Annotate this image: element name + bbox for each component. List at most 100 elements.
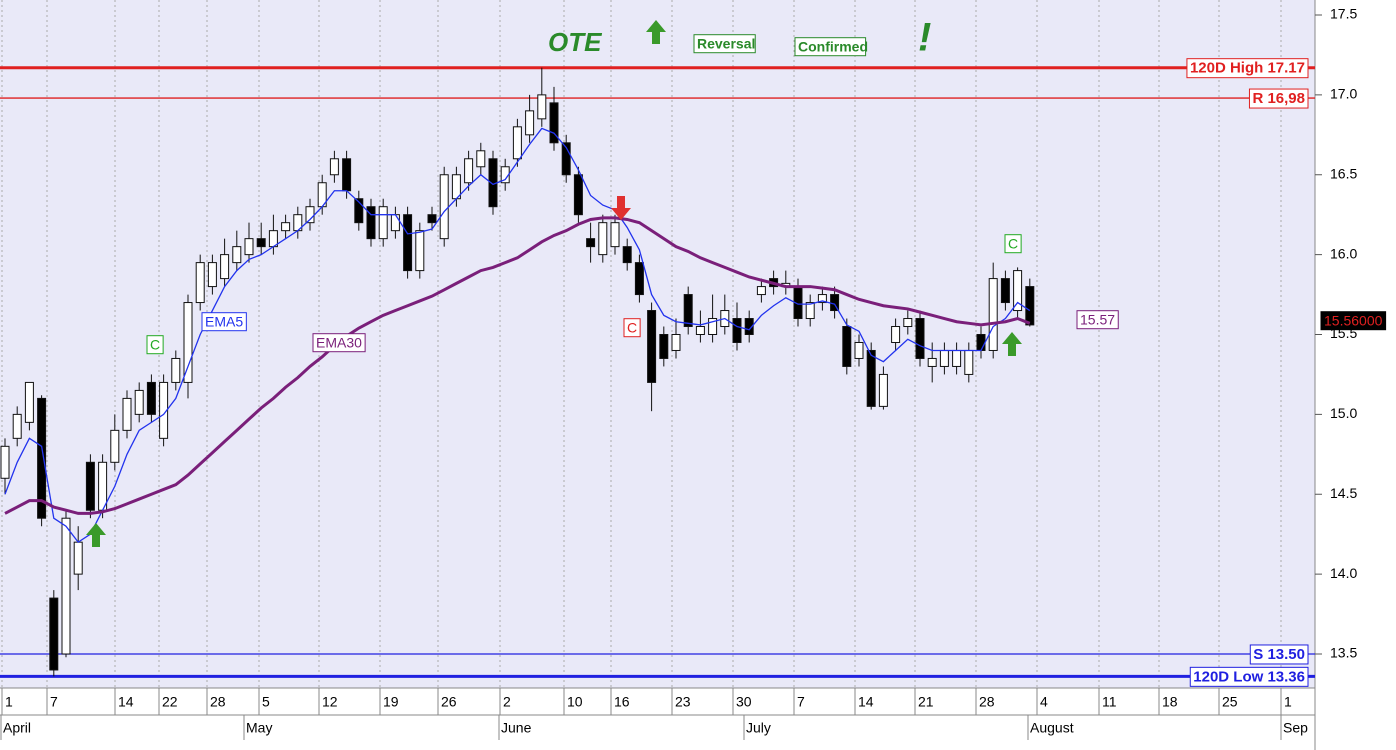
annotation-box-text: Confirmed [798, 39, 868, 55]
signal-marker-box [623, 318, 641, 338]
candle-body [586, 238, 596, 248]
annotation-box-text: Reversal [697, 36, 755, 52]
candle-body [573, 174, 583, 216]
candle-body [464, 158, 474, 184]
annotation: OTE [548, 27, 602, 57]
candle-body [964, 349, 974, 375]
x-tick-label: 12 [322, 694, 338, 710]
candle-body [281, 222, 291, 232]
x-tick-label: 11 [1102, 694, 1117, 710]
level-label-text: S 13.50 [1253, 646, 1305, 663]
x-tick-label: 2 [503, 694, 511, 710]
month-label: August [1030, 720, 1074, 736]
level-label: S 13.50 [1249, 644, 1309, 665]
candle-body [866, 349, 876, 407]
candle-body [683, 294, 693, 328]
candle-body [659, 334, 669, 359]
ema5-label-box [201, 312, 247, 332]
ema30-value-label-text: 15.57 [1080, 312, 1115, 328]
x-tick-label: 1 [1284, 694, 1292, 710]
candle-body [427, 214, 437, 224]
candle-body [561, 142, 571, 176]
x-tick-label: 10 [567, 694, 583, 710]
x-tick-label: 5 [262, 694, 270, 710]
level-label-box [1248, 88, 1309, 109]
candle-body [146, 381, 156, 415]
month-label: Sep [1283, 720, 1308, 736]
month-label: July [746, 720, 771, 736]
level-label-text: 120D High 17.17 [1190, 60, 1305, 77]
ema-line [4, 127, 1031, 544]
candle-body [817, 294, 827, 304]
candle-body [525, 110, 535, 136]
ema30-label: EMA30 [312, 333, 366, 353]
candle-body [1025, 286, 1035, 326]
x-tick-label: 28 [979, 694, 995, 710]
candle-body [354, 198, 364, 224]
level-label: R 16,98 [1248, 88, 1309, 109]
last-price-label-text: 15.56000 [1324, 313, 1383, 329]
x-tick-label: 25 [1222, 694, 1238, 710]
ema30-label-box [312, 333, 366, 353]
candle-body [549, 102, 559, 144]
candle-body [476, 150, 486, 168]
candle-body [171, 357, 181, 383]
x-tick-label: 28 [210, 694, 226, 710]
y-tick-label: 13.5 [1330, 645, 1357, 661]
x-tick-label: 1 [5, 694, 13, 710]
candle-body [988, 278, 998, 351]
candle-body [512, 126, 522, 160]
level-label-box [1186, 58, 1309, 79]
month-label: June [501, 720, 532, 736]
candle-body [622, 246, 632, 264]
candle-body [195, 262, 205, 304]
candle-body [976, 334, 986, 351]
candle-body [366, 206, 376, 240]
down-arrow [611, 196, 631, 220]
signal-marker-text: C [1008, 236, 1018, 252]
y-tick-label: 16.0 [1330, 245, 1357, 261]
candle-body [939, 349, 949, 367]
x-tick-label: 16 [614, 694, 630, 710]
candle-body [537, 94, 547, 120]
candle-body [329, 158, 339, 176]
plot-background [0, 0, 1315, 688]
x-tick-label: 21 [918, 694, 934, 710]
candle-body [744, 318, 754, 335]
candle-body [439, 174, 449, 240]
level-label-text: 120D Low 13.36 [1193, 668, 1305, 685]
y-tick-label: 17.5 [1330, 6, 1357, 22]
annotation-box: Reversal [693, 34, 756, 54]
candle-body [756, 286, 766, 296]
level-label-box [1249, 644, 1309, 665]
x-tick-label: 7 [50, 694, 58, 710]
annotation-box-box [693, 34, 756, 54]
last-price-label: 15.56000 [1320, 311, 1387, 331]
candle-body [927, 357, 937, 367]
candle-body [403, 214, 413, 272]
candle-body [24, 381, 34, 423]
candle-body [647, 310, 657, 383]
x-tick-label: 4 [1040, 694, 1048, 710]
candle-body [378, 206, 388, 240]
y-tick-label: 17.0 [1330, 86, 1357, 102]
candle-body [73, 541, 83, 575]
up-arrow [1002, 332, 1022, 356]
x-tick-label: 30 [736, 694, 752, 710]
candle-body [915, 318, 925, 359]
x-tick-label: 23 [675, 694, 691, 710]
candle-body [61, 517, 71, 655]
x-tick-label: 7 [797, 694, 805, 710]
candle-body [256, 238, 266, 248]
candle-body [110, 429, 120, 463]
x-tick-label: 26 [441, 694, 457, 710]
level-label-box [1189, 666, 1309, 687]
candle-body [805, 302, 815, 320]
candle-body [415, 230, 425, 272]
candle-body [85, 461, 95, 511]
candle-body [98, 461, 108, 511]
up-arrow [646, 20, 666, 44]
ema-line [4, 216, 1031, 515]
annotation: ! [918, 16, 931, 60]
